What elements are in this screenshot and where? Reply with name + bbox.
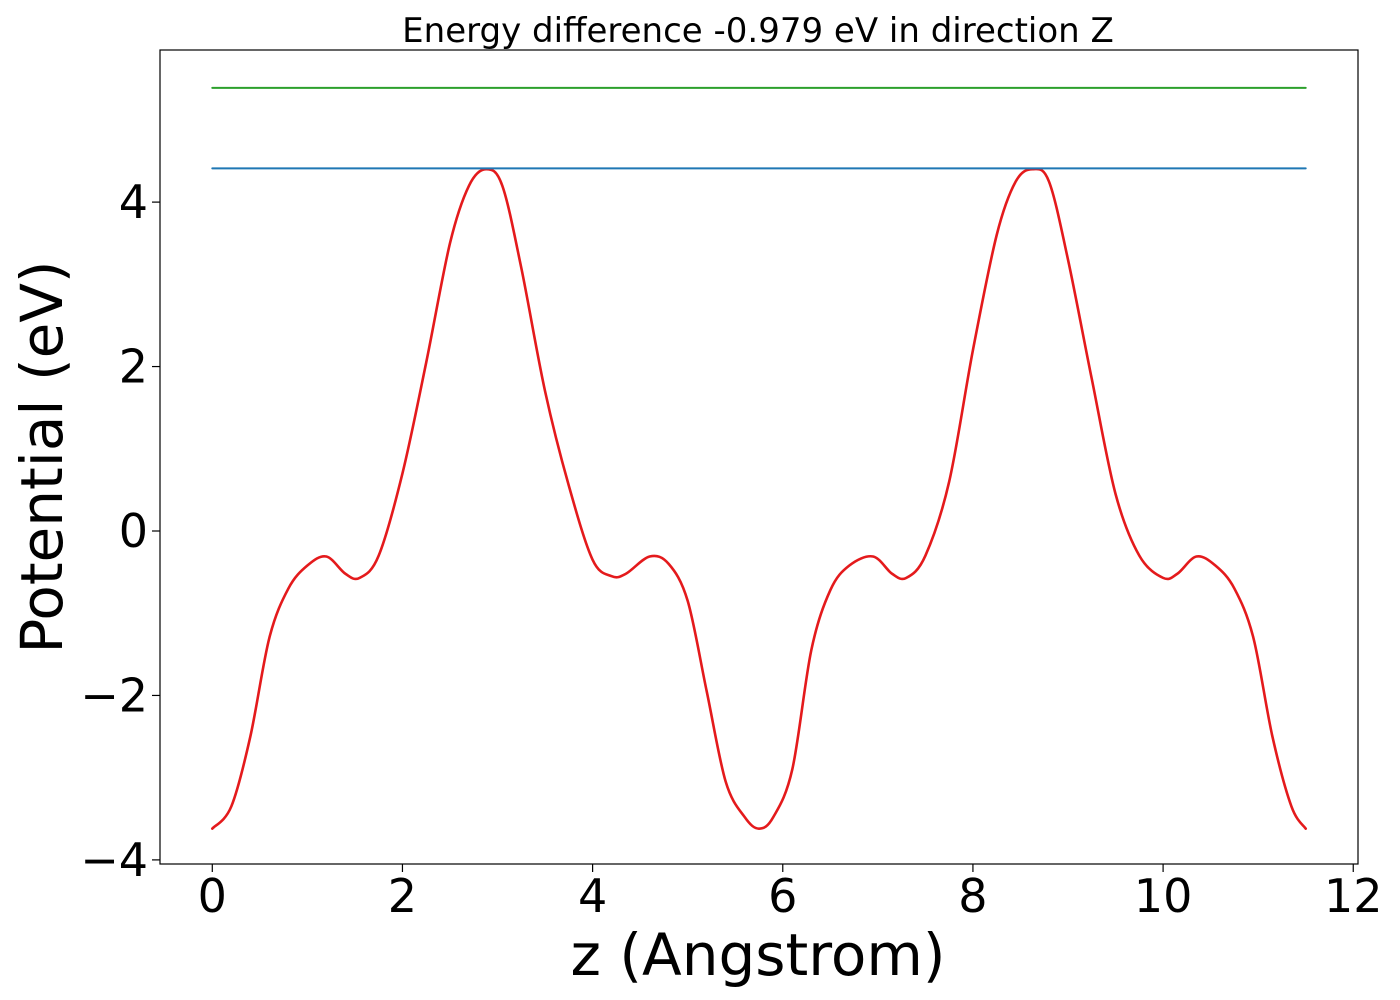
y-tick-label: 2 bbox=[119, 340, 148, 394]
x-axis-label: z (Angstrom) bbox=[571, 921, 946, 989]
plot-frame bbox=[159, 49, 1359, 865]
x-tick-label: 8 bbox=[958, 869, 987, 923]
x-tick-label: 0 bbox=[198, 869, 227, 923]
chart-title: Energy difference -0.979 eV in direction… bbox=[402, 11, 1114, 51]
series-line-1 bbox=[210, 167, 1308, 830]
x-tick-label: 10 bbox=[1134, 869, 1193, 923]
y-tick-label: −4 bbox=[80, 833, 148, 887]
x-tick-label: 6 bbox=[768, 869, 797, 923]
x-tick-label: 4 bbox=[578, 869, 607, 923]
y-tick-label: 0 bbox=[119, 504, 148, 558]
x-tick-label: 12 bbox=[1324, 869, 1383, 923]
y-tick-label: −2 bbox=[80, 668, 148, 722]
x-axis: 0 2 4 6 8 10 12 bbox=[198, 864, 1383, 923]
y-axis: −4 −2 0 2 4 bbox=[80, 175, 160, 887]
x-tick-label: 2 bbox=[388, 869, 417, 923]
y-tick-label: 4 bbox=[119, 175, 148, 229]
y-axis-label: Potential (eV) bbox=[8, 260, 76, 653]
series-layer bbox=[210, 86, 1308, 830]
